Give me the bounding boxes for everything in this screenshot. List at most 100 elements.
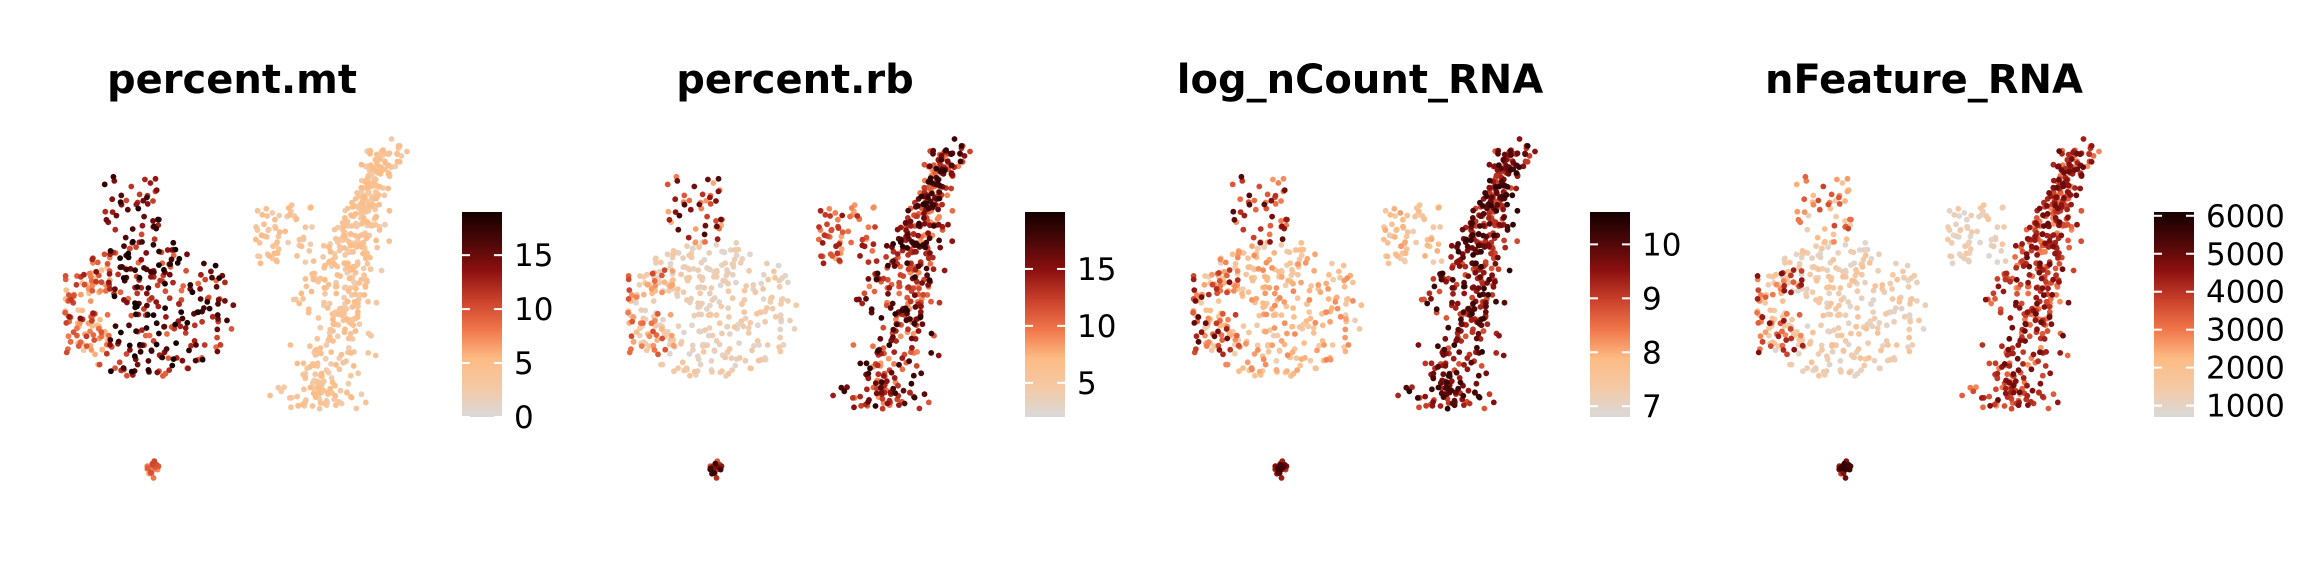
- cell-point: [1294, 295, 1301, 302]
- cell-point: [895, 382, 901, 389]
- cell-point: [1266, 231, 1273, 238]
- cell-point: [2059, 266, 2066, 273]
- cell-point: [1395, 392, 1401, 399]
- cell-point: [307, 364, 313, 370]
- cell-point: [875, 371, 882, 378]
- cell-point: [929, 254, 936, 261]
- cell-point: [345, 380, 352, 387]
- cell-point: [890, 334, 896, 340]
- cell-point: [330, 321, 337, 328]
- cell-point: [2014, 355, 2021, 362]
- cell-point: [2078, 207, 2085, 214]
- cell-point: [2036, 205, 2043, 212]
- cell-point: [725, 305, 731, 311]
- cell-point: [112, 226, 119, 233]
- cell-point: [1488, 265, 1495, 272]
- cell-point: [1465, 305, 1471, 312]
- cell-point: [1786, 259, 1793, 266]
- cell-point: [1414, 395, 1421, 401]
- cell-point: [1878, 347, 1884, 354]
- cell-point: [2065, 299, 2072, 306]
- colorbar-tick-label: 15: [1077, 252, 1116, 288]
- cell-point: [1798, 268, 1805, 274]
- cell-point: [1342, 334, 1348, 341]
- cell-point: [347, 330, 354, 337]
- cell-point: [123, 266, 130, 273]
- cell-point: [1255, 347, 1261, 353]
- cell-point: [1209, 271, 1215, 278]
- cell-point: [957, 158, 964, 165]
- cell-point: [1814, 234, 1821, 241]
- cell-point: [1469, 232, 1476, 238]
- cell-point: [933, 165, 940, 172]
- cell-point: [1863, 325, 1870, 332]
- cell-point: [1443, 315, 1450, 321]
- cell-point: [1198, 294, 1205, 300]
- cell-point: [347, 372, 354, 379]
- cell-point: [2025, 402, 2031, 408]
- cell-point: [163, 314, 169, 320]
- cell-point: [184, 251, 190, 258]
- cell-point: [702, 222, 709, 229]
- cell-point: [365, 350, 372, 356]
- cell-point: [2025, 361, 2031, 368]
- cell-point: [1273, 367, 1280, 373]
- cell-point: [908, 223, 914, 229]
- cell-point: [1799, 248, 1806, 254]
- cell-point: [844, 384, 850, 391]
- cell-point: [110, 173, 117, 180]
- cell-point: [1780, 317, 1787, 324]
- cell-point: [155, 216, 161, 223]
- cell-point: [2006, 335, 2013, 342]
- cell-point: [1260, 356, 1267, 363]
- cell-point: [702, 239, 708, 245]
- cell-point: [1906, 334, 1912, 341]
- cell-point: [2045, 244, 2052, 250]
- cell-point: [870, 204, 877, 211]
- cell-point: [1759, 338, 1766, 345]
- cell-point: [119, 264, 125, 270]
- cell-point: [347, 242, 354, 249]
- cell-point: [1342, 348, 1349, 355]
- cell-point: [273, 257, 280, 264]
- cell-point: [1829, 348, 1836, 355]
- cell-point: [1891, 318, 1897, 325]
- cell-point: [1248, 275, 1255, 281]
- cell-point: [2043, 298, 2050, 305]
- cell-point: [1239, 290, 1245, 297]
- cell-point: [892, 311, 899, 317]
- cell-point: [1231, 350, 1238, 357]
- cell-point: [1486, 177, 1493, 184]
- cell-point: [364, 279, 370, 285]
- cell-point: [1429, 386, 1435, 393]
- cell-point: [777, 334, 783, 341]
- cell-point: [107, 337, 114, 343]
- cell-point: [1488, 250, 1494, 257]
- cell-point: [338, 400, 345, 407]
- cell-point: [353, 285, 359, 292]
- cell-point: [354, 309, 361, 315]
- cell-point: [161, 266, 167, 273]
- cell-point: [314, 335, 321, 342]
- cell-point: [1243, 340, 1249, 347]
- cell-point: [153, 341, 160, 348]
- cell-point: [344, 316, 350, 322]
- cell-point: [1281, 320, 1288, 327]
- cell-point: [2035, 358, 2041, 365]
- cell-point: [1271, 290, 1278, 297]
- cell-point: [680, 255, 686, 261]
- cell-point: [134, 361, 141, 368]
- cell-point: [107, 341, 113, 348]
- cell-point: [1862, 279, 1868, 286]
- cell-point: [689, 322, 695, 329]
- cell-point: [374, 168, 381, 175]
- cell-point: [835, 216, 841, 223]
- cell-point: [307, 384, 314, 391]
- cell-point: [1287, 260, 1294, 267]
- cell-point: [2060, 332, 2066, 339]
- cell-point: [1384, 253, 1391, 260]
- cell-point: [1840, 348, 1847, 354]
- cell-point: [2074, 221, 2080, 228]
- cell-point: [333, 402, 339, 408]
- cell-point: [1489, 292, 1496, 298]
